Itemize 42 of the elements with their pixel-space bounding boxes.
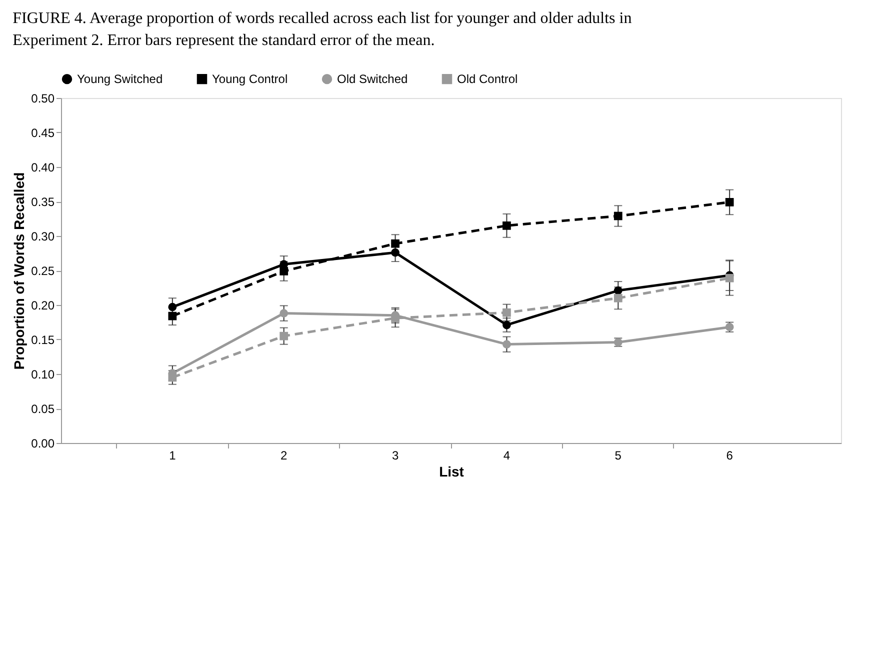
point	[280, 332, 288, 340]
point	[168, 302, 177, 312]
x-axis-title: List	[439, 464, 464, 480]
point	[391, 248, 400, 257]
y-tick-label: 0.00	[31, 436, 55, 450]
point	[168, 373, 177, 382]
point	[391, 314, 400, 322]
y-tick-label: 0.50	[31, 92, 55, 106]
point	[614, 212, 622, 220]
legend-label: Young Switched	[77, 72, 163, 86]
point	[502, 340, 511, 349]
y-tick-label: 0.25	[31, 264, 55, 278]
point	[280, 267, 288, 276]
point	[502, 221, 511, 230]
x-tick-label: 2	[280, 448, 288, 462]
x-tick-label: 6	[726, 448, 734, 462]
legend-label: Young Control	[212, 72, 288, 86]
y-tick-label: 0.05	[31, 402, 55, 416]
point	[391, 239, 400, 248]
point	[614, 294, 622, 302]
y-tick-label: 0.45	[31, 126, 55, 140]
x-tick-label: 1	[169, 448, 176, 462]
point	[725, 274, 734, 282]
point	[502, 320, 511, 330]
x-tick-label: 3	[392, 448, 399, 462]
point	[725, 198, 734, 206]
legend-label: Old Control	[457, 72, 518, 86]
x-tick-label: 5	[614, 448, 622, 462]
y-axis-title: Proportion of Words Recalled	[11, 172, 28, 370]
y-tick-label: 0.15	[31, 333, 55, 347]
y-tick-label: 0.40	[31, 160, 55, 174]
y-tick-label: 0.10	[31, 368, 55, 382]
point	[280, 309, 288, 318]
point	[502, 308, 511, 317]
y-tick-label: 0.20	[31, 298, 55, 312]
chart-title: FIGURE 4. Average proportion of words recalled across each list for younger and older adults in Experiment 2. Error bars represent the standard error of the mean.	[12, 10, 632, 49]
point	[168, 312, 177, 320]
y-tick-label: 0.35	[31, 195, 55, 209]
legend-label: Old Switched	[337, 72, 408, 86]
y-tick-label: 0.30	[31, 230, 55, 244]
point	[614, 286, 622, 295]
x-tick-label: 4	[503, 448, 510, 462]
